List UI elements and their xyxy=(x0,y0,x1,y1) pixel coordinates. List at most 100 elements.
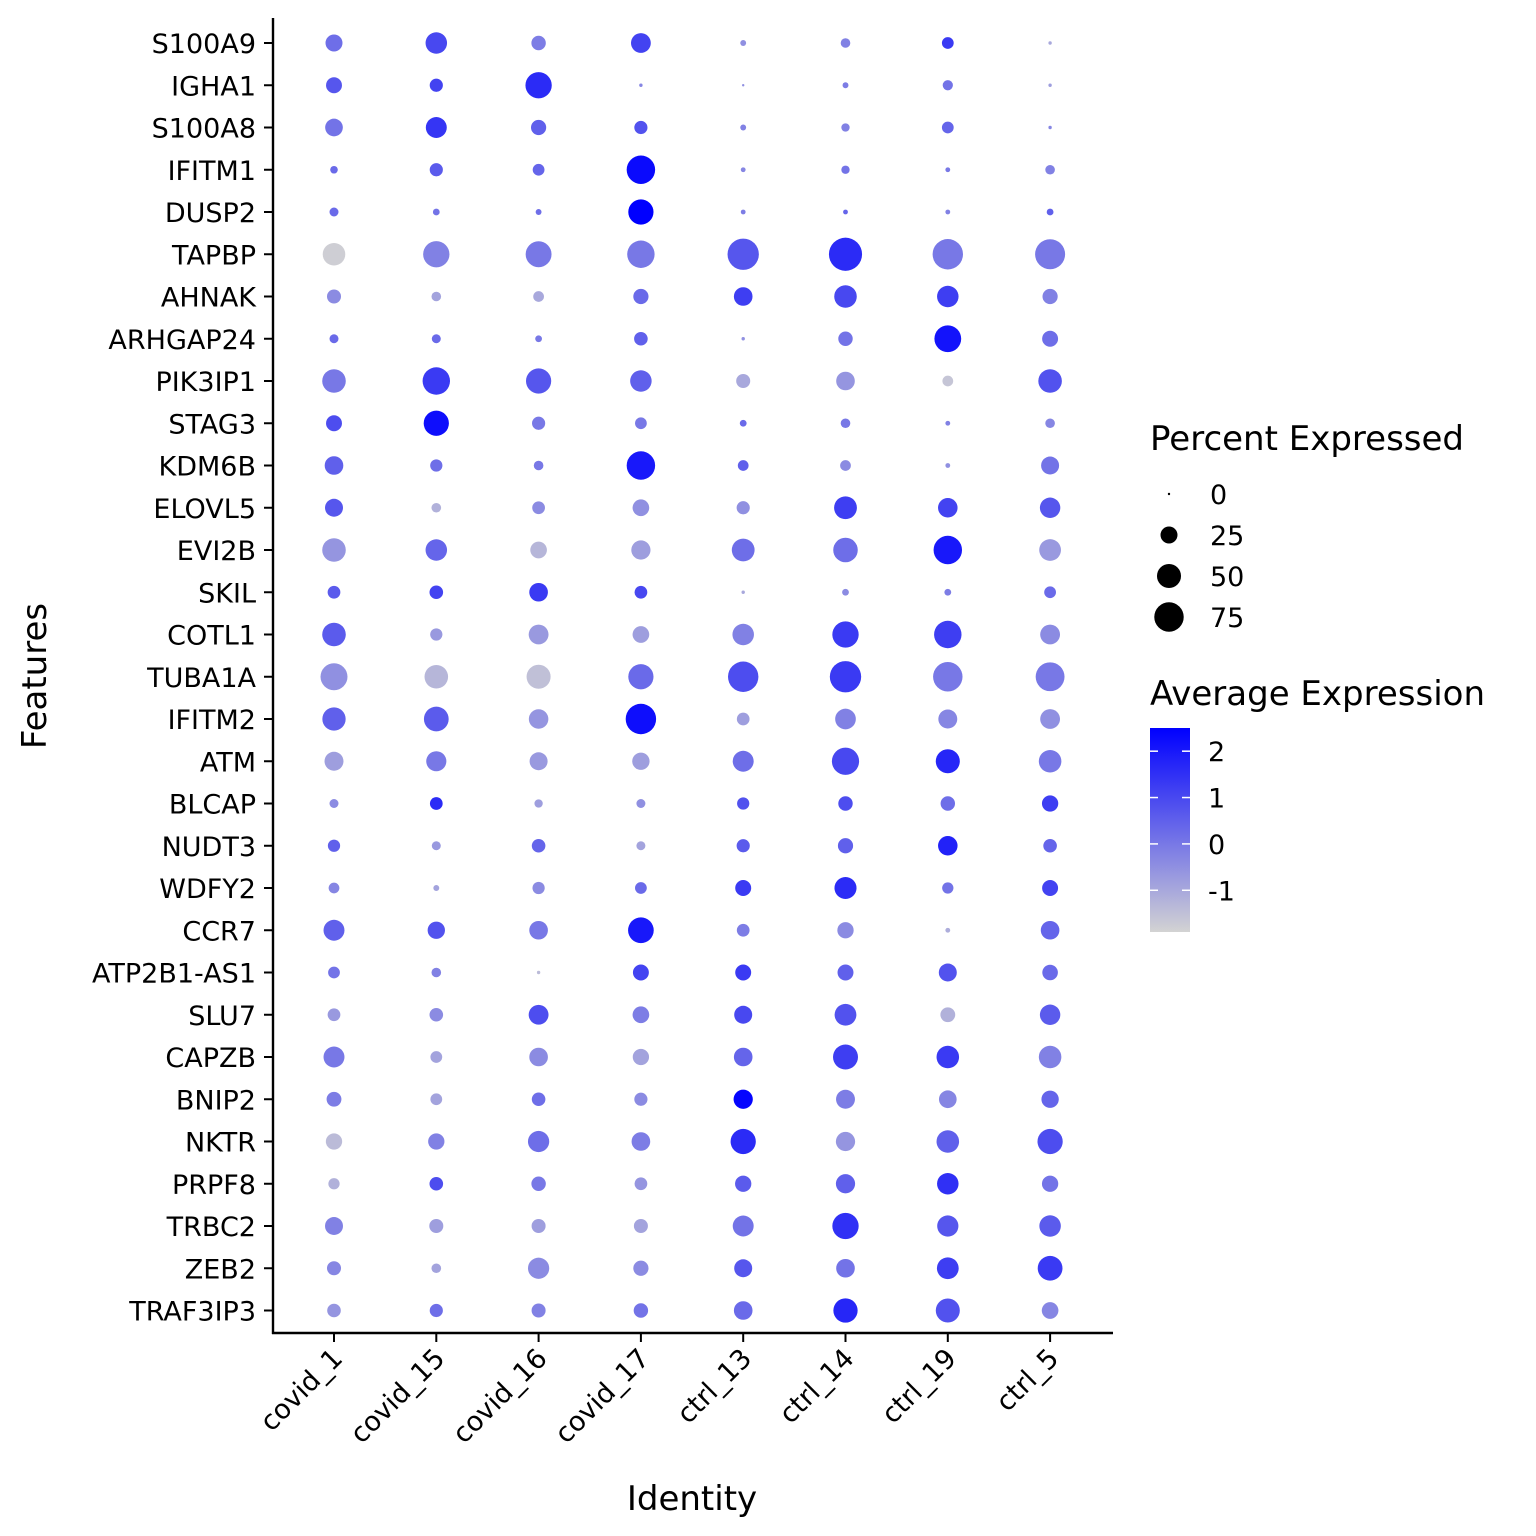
dot-NUDT3-ctrl_13 xyxy=(736,839,750,853)
dot-TRAF3IP3-covid_15 xyxy=(429,1303,443,1318)
dot-IFITM1-covid_1 xyxy=(330,165,338,174)
x-tick-label: ctrl_19 xyxy=(876,1343,963,1430)
dot-CCR7-covid_17 xyxy=(628,917,654,944)
dot-BNIP2-ctrl_5 xyxy=(1041,1090,1059,1108)
dot-WDFY2-ctrl_13 xyxy=(735,880,752,896)
color-legend-label: -1 xyxy=(1208,876,1235,907)
dot-DUSP2-ctrl_19 xyxy=(945,209,951,215)
dot-NKTR-ctrl_14 xyxy=(835,1131,856,1152)
dot-NUDT3-ctrl_5 xyxy=(1043,838,1057,853)
dot-EVI2B-ctrl_13 xyxy=(731,538,755,562)
dot-COTL1-ctrl_13 xyxy=(732,623,754,646)
dot-STAG3-ctrl_19 xyxy=(945,420,951,426)
dot-IFITM2-covid_17 xyxy=(625,703,657,735)
dot-IFITM1-ctrl_5 xyxy=(1045,164,1055,175)
y-tick-label: IFITM1 xyxy=(168,156,256,187)
dot-ELOVL5-ctrl_14 xyxy=(834,496,857,520)
dot-CCR7-covid_15 xyxy=(427,921,445,939)
dot-SLU7-ctrl_5 xyxy=(1039,1004,1061,1025)
dot-IFITM2-ctrl_19 xyxy=(938,709,958,729)
dot-S100A9-covid_15 xyxy=(425,32,448,54)
dot-ATM-covid_16 xyxy=(529,752,548,771)
dot-DUSP2-covid_15 xyxy=(432,208,440,216)
y-tick-label: DUSP2 xyxy=(165,198,256,229)
y-tick-label: EVI2B xyxy=(177,536,256,567)
dot-TUBA1A-ctrl_19 xyxy=(933,662,963,692)
dot-IFITM1-covid_16 xyxy=(532,163,545,176)
dot-ZEB2-ctrl_19 xyxy=(936,1257,959,1280)
dot-IGHA1-covid_15 xyxy=(429,78,443,92)
dot-ARHGAP24-ctrl_5 xyxy=(1042,330,1059,347)
color-legend: Average Expression 2 1 0 -1 xyxy=(1150,674,1485,932)
dot-STAG3-ctrl_14 xyxy=(840,418,851,429)
dot-STAG3-covid_16 xyxy=(532,416,546,430)
dot-ZEB2-covid_15 xyxy=(431,1263,442,1274)
x-tick-label: ctrl_14 xyxy=(774,1343,861,1430)
y-tick-label: CCR7 xyxy=(182,916,256,947)
dot-COTL1-ctrl_14 xyxy=(832,621,859,648)
y-tick-label: AHNAK xyxy=(161,283,257,314)
dot-TAPBP-ctrl_19 xyxy=(932,239,964,270)
y-tick-label: PIK3IP1 xyxy=(155,367,256,398)
dot-ATM-ctrl_13 xyxy=(732,750,754,772)
dot-CCR7-ctrl_5 xyxy=(1040,920,1060,940)
dot-AHNAK-ctrl_19 xyxy=(937,285,959,308)
dot-S100A9-ctrl_14 xyxy=(840,38,851,48)
dot-IFITM2-covid_15 xyxy=(423,706,449,732)
dot-NKTR-covid_1 xyxy=(325,1133,343,1150)
dot-BNIP2-covid_1 xyxy=(326,1091,342,1107)
dot-IGHA1-ctrl_19 xyxy=(942,80,953,91)
dot-TRAF3IP3-ctrl_14 xyxy=(833,1298,858,1323)
dot-ARHGAP24-covid_15 xyxy=(431,334,441,344)
dot-BNIP2-covid_16 xyxy=(531,1092,546,1107)
y-tick-label: TRAF3IP3 xyxy=(128,1297,256,1328)
dot-PRPF8-ctrl_5 xyxy=(1041,1175,1059,1192)
y-tick-label: ELOVL5 xyxy=(153,494,256,525)
dot-EVI2B-covid_17 xyxy=(631,540,651,560)
dot-EVI2B-covid_15 xyxy=(425,539,448,561)
dot-S100A8-covid_15 xyxy=(425,117,447,138)
dot-NKTR-covid_15 xyxy=(428,1133,445,1150)
dot-ATM-covid_15 xyxy=(426,751,447,772)
y-tick-label: IFITM2 xyxy=(168,705,256,736)
dot-STAG3-covid_1 xyxy=(326,415,342,432)
dot-SLU7-covid_15 xyxy=(429,1007,444,1022)
dot-PRPF8-ctrl_14 xyxy=(835,1174,856,1194)
dot-TRBC2-ctrl_19 xyxy=(937,1215,959,1237)
dot-CCR7-ctrl_14 xyxy=(837,922,854,939)
dot-AHNAK-covid_16 xyxy=(533,291,544,302)
dot-BLCAP-covid_1 xyxy=(329,799,339,808)
dot-ELOVL5-ctrl_19 xyxy=(938,497,958,518)
dot-ZEB2-ctrl_5 xyxy=(1037,1255,1063,1281)
dot-IFITM1-ctrl_14 xyxy=(841,165,850,174)
x-tick-label: ctrl_13 xyxy=(671,1343,758,1430)
dot-IGHA1-ctrl_13 xyxy=(741,84,745,87)
dot-ATP2B1-AS1-covid_15 xyxy=(431,967,442,978)
dot-S100A8-ctrl_5 xyxy=(1048,125,1052,130)
dot-IGHA1-covid_1 xyxy=(326,77,342,94)
dot-BLCAP-ctrl_13 xyxy=(737,797,750,810)
dot-CAPZB-ctrl_5 xyxy=(1038,1045,1062,1069)
dot-KDM6B-covid_15 xyxy=(430,459,443,472)
color-legend-items: 2 1 0 -1 xyxy=(1150,737,1235,907)
dot-TAPBP-covid_15 xyxy=(423,241,450,268)
dot-SKIL-covid_17 xyxy=(634,585,648,599)
dot-NUDT3-covid_17 xyxy=(636,841,646,851)
dot-TAPBP-ctrl_5 xyxy=(1035,239,1066,270)
dot-NKTR-covid_17 xyxy=(631,1132,651,1151)
dot-PRPF8-ctrl_13 xyxy=(735,1175,752,1192)
dot-S100A9-covid_1 xyxy=(325,34,343,52)
dot-CAPZB-covid_16 xyxy=(529,1047,548,1067)
dot-PIK3IP1-covid_17 xyxy=(630,370,652,392)
y-tick-label: COTL1 xyxy=(167,621,256,652)
dot-TAPBP-ctrl_14 xyxy=(828,237,863,271)
dot-KDM6B-ctrl_14 xyxy=(840,460,851,471)
dot-SLU7-covid_17 xyxy=(632,1006,650,1024)
dot-PIK3IP1-ctrl_19 xyxy=(942,375,954,387)
dot-SLU7-covid_16 xyxy=(528,1004,549,1025)
y-tick-label: ARHGAP24 xyxy=(108,325,256,356)
dot-PIK3IP1-ctrl_13 xyxy=(736,373,751,389)
color-legend-bar xyxy=(1150,728,1190,932)
dot-AHNAK-covid_15 xyxy=(431,291,442,302)
